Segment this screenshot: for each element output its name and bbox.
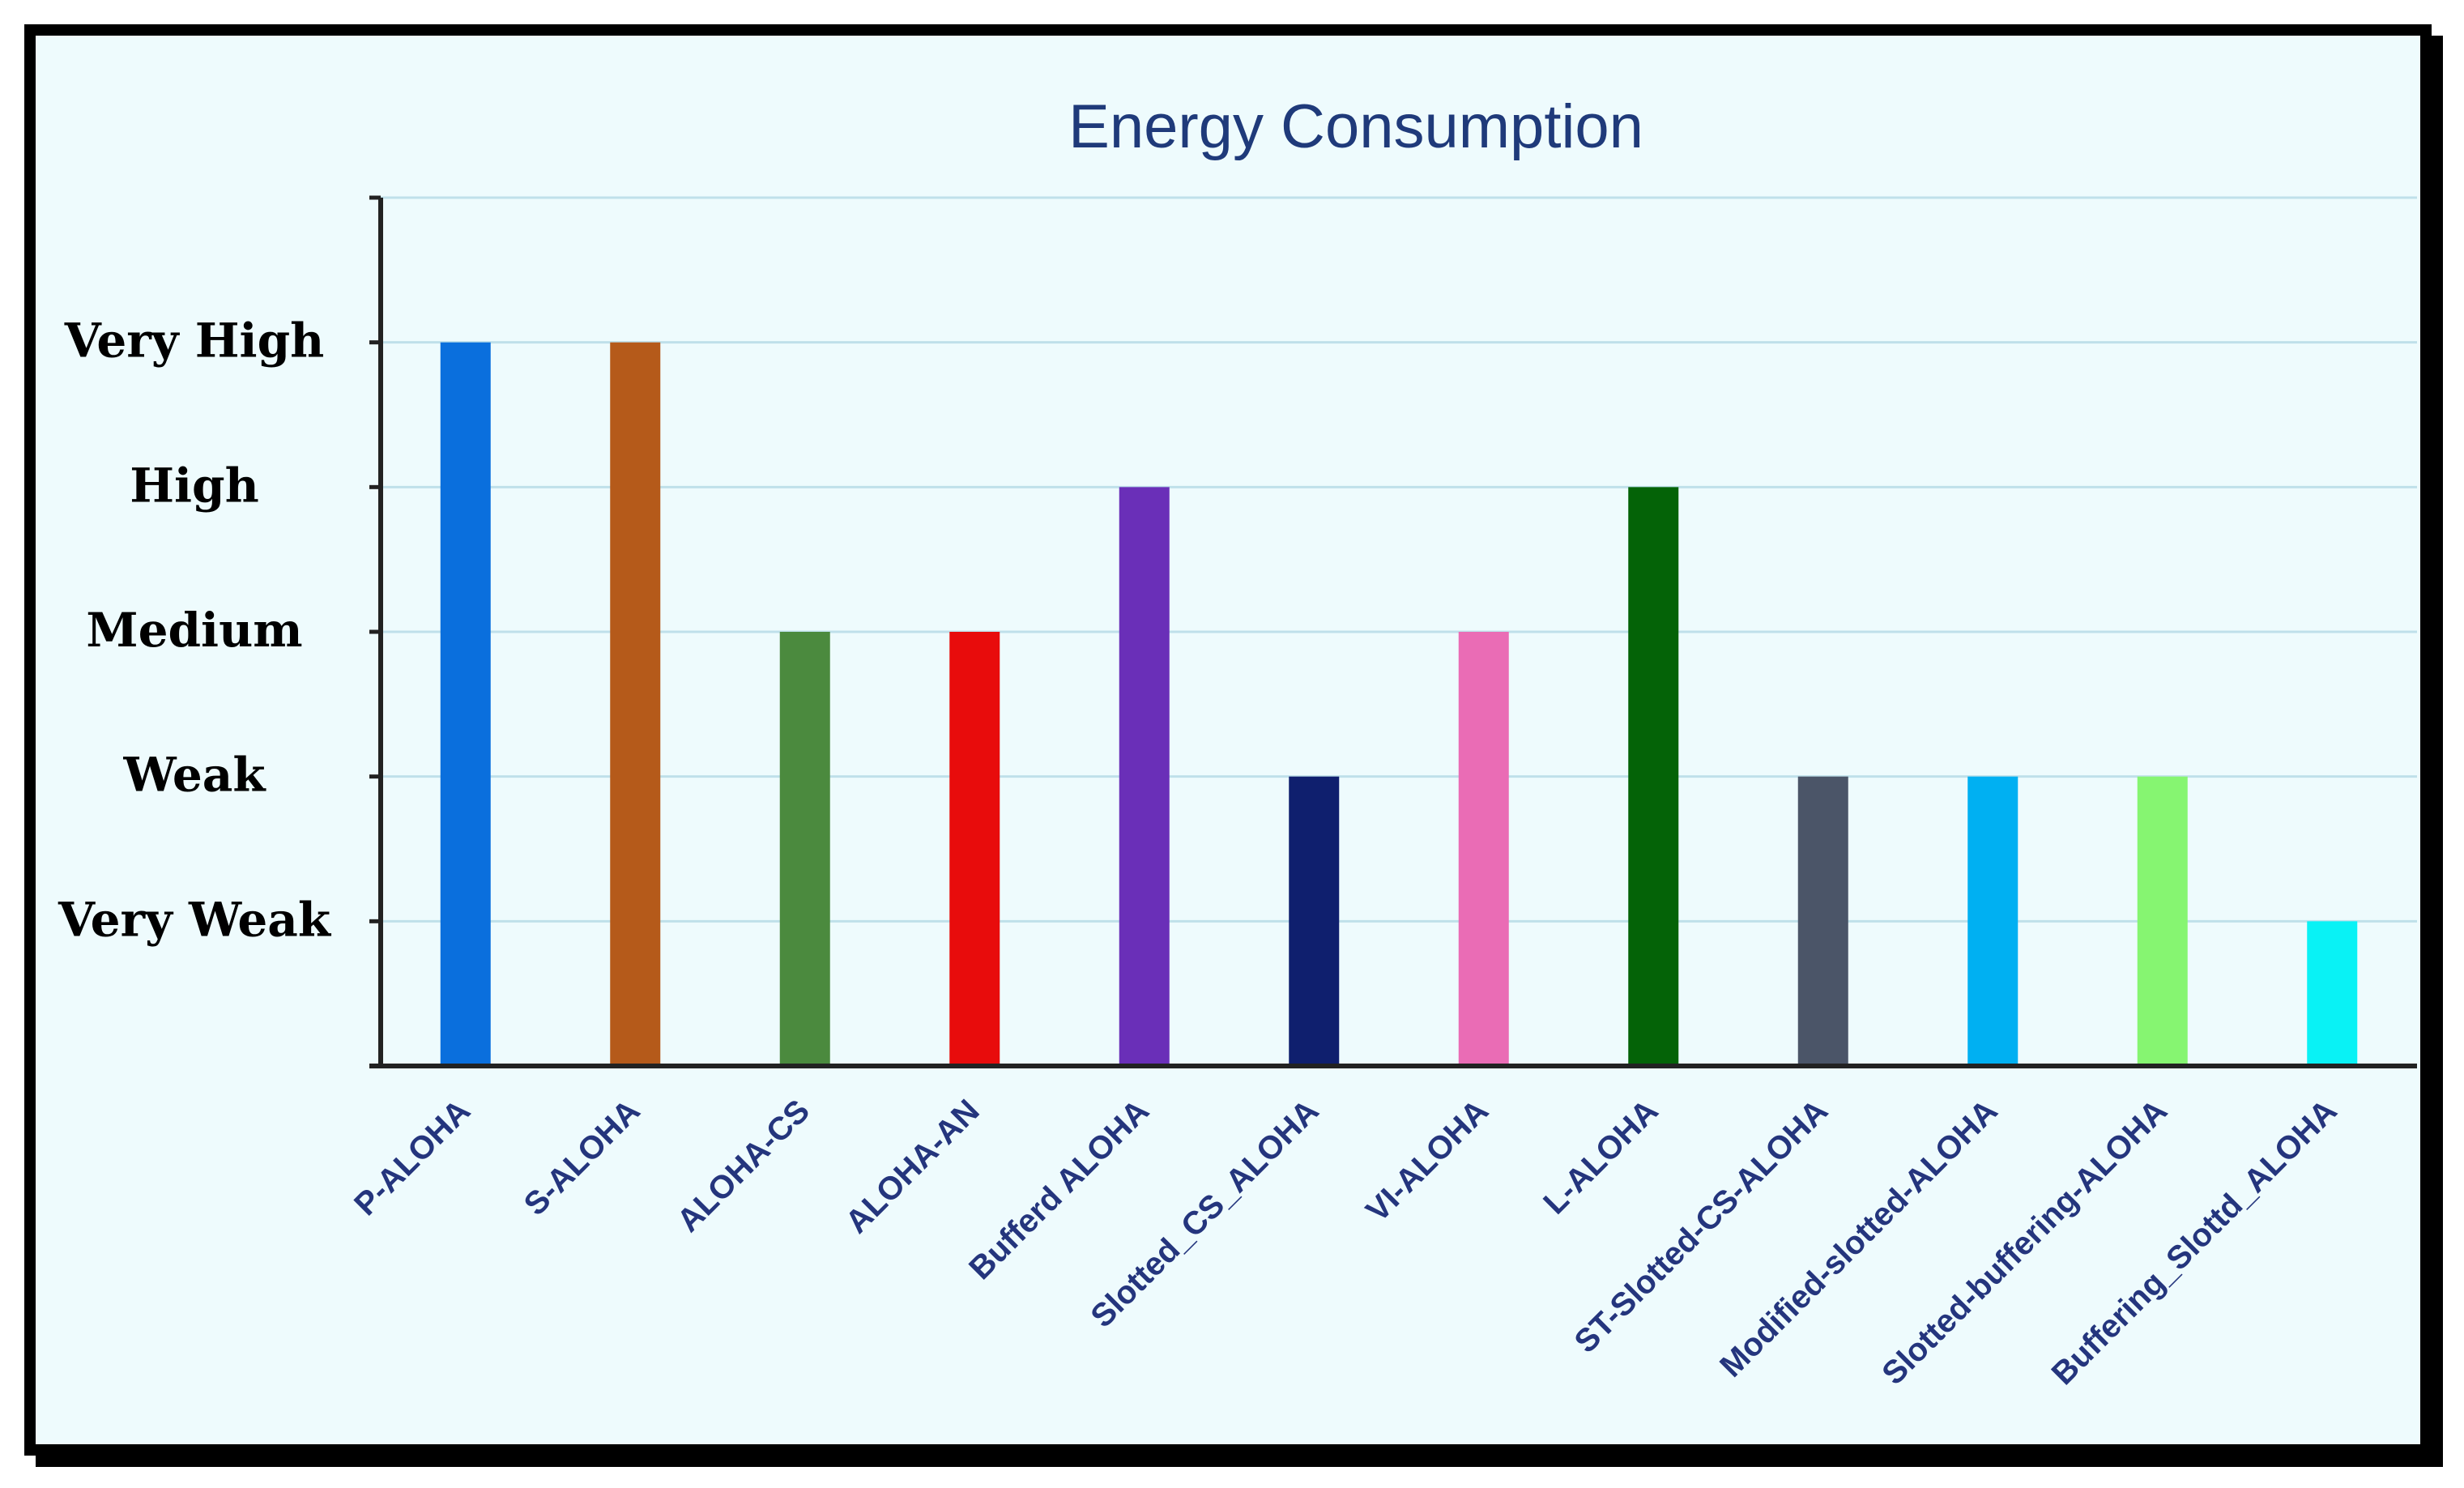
y-tick-label: Medium (86, 603, 302, 658)
x-tick-label: S-ALOHA (518, 1093, 647, 1222)
y-tick-label: Very High (64, 313, 325, 369)
bar (1289, 776, 1340, 1066)
bar (2307, 921, 2358, 1066)
y-tick-labels: Very Weak Weak Medium High Very High (58, 313, 332, 948)
bar (1967, 776, 2019, 1066)
chart-frame: Energy Consumption Very Weak Weak Medium Hi… (24, 24, 2432, 1456)
bar (1119, 487, 1170, 1066)
bar (610, 342, 661, 1067)
energy-consumption-chart: Energy Consumption Very Weak Weak Medium Hi… (58, 92, 2417, 1392)
x-tick-label: ALOHA-AN (839, 1093, 987, 1240)
bar (779, 632, 830, 1066)
x-tick-label: Modified-slotted-ALOHA (1713, 1093, 2004, 1384)
bar (1628, 487, 1679, 1066)
x-tick-label: P-ALOHA (347, 1093, 477, 1222)
axes (369, 195, 2417, 1068)
y-tick-label: Weak (122, 748, 266, 803)
x-tick-label: L-ALOHA (1537, 1093, 1665, 1221)
x-tick-label: VI-ALOHA (1359, 1093, 1495, 1229)
bar (1797, 776, 1848, 1066)
bar (2137, 776, 2188, 1066)
bar (949, 632, 1000, 1066)
y-tick-label: High (130, 458, 259, 513)
bars (440, 342, 2358, 1067)
gridlines (381, 196, 2417, 923)
x-tick-label: Bufferd ALOHA (962, 1093, 1156, 1286)
y-tick-label: Very Weak (58, 892, 332, 947)
x-tick-label: ALOHA-CS (671, 1093, 816, 1239)
bar (1458, 632, 1509, 1066)
x-tick-label: Slotted-buffering-ALOHA (1875, 1093, 2174, 1392)
x-tick-label: Buffering_Slottd_ALOHA (2045, 1093, 2344, 1392)
chart-title: Energy Consumption (1068, 92, 1643, 161)
bar (440, 342, 491, 1067)
